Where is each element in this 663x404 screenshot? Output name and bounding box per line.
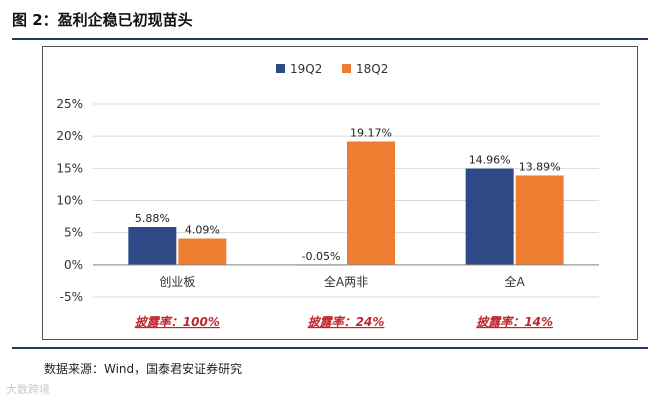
- bar-19Q2-2: [465, 168, 514, 265]
- y-tick-label: 5%: [64, 226, 83, 240]
- bar-18Q2-0: [178, 238, 227, 265]
- annotations: 披露率：100% 披露率：24% 披露率：14%: [135, 315, 553, 329]
- bar-19Q2-0: [128, 227, 177, 265]
- x-tick-label: 全A: [505, 274, 526, 289]
- legend-label: 18Q2: [356, 62, 388, 76]
- y-tick-label: -5%: [60, 290, 83, 304]
- y-tick-label: 10%: [56, 194, 83, 208]
- disclosure-rate-label: 披露率：100%: [135, 315, 220, 329]
- source-note: 数据来源：Wind，国泰君安证券研究: [44, 362, 243, 376]
- legend: 19Q2 18Q2: [276, 62, 388, 76]
- x-tick-label: 创业板: [159, 275, 195, 289]
- x-tick-label: 全A两非: [324, 274, 368, 289]
- chart-frame: 19Q2 18Q2 -5% 0% 5% 10% 15% 20% 25% 5.88% 4.09% -…: [42, 46, 638, 340]
- y-tick-label: 25%: [56, 97, 83, 111]
- legend-swatch: [342, 64, 351, 73]
- y-tick-label: 15%: [56, 161, 83, 175]
- bar-chart: 19Q2 18Q2 -5% 0% 5% 10% 15% 20% 25% 5.88% 4.09% -…: [56, 62, 599, 329]
- legend-label: 19Q2: [290, 62, 322, 76]
- data-label: 5.88%: [135, 212, 170, 225]
- disclosure-rate-label: 披露率：14%: [476, 315, 553, 329]
- watermark: 大数跨境: [6, 383, 50, 396]
- data-label: 14.96%: [469, 154, 511, 167]
- bar-18Q2-2: [515, 175, 564, 265]
- data-label: 19.17%: [350, 127, 392, 140]
- x-axis: 创业板 全A两非 全A: [93, 264, 599, 289]
- disclosure-rate-label: 披露率：24%: [308, 315, 385, 329]
- y-axis: -5% 0% 5% 10% 15% 20% 25%: [56, 97, 83, 304]
- y-tick-label: 0%: [64, 258, 83, 272]
- figure-title: 图 2：盈利企稳已初现苗头: [12, 11, 193, 29]
- y-tick-label: 20%: [56, 129, 83, 143]
- bars: 5.88% 4.09% -0.05% 19.17% 14.96% 13.89%: [128, 127, 564, 266]
- data-label: 4.09%: [185, 224, 220, 237]
- top-rule: [12, 38, 648, 40]
- bar-18Q2-1: [347, 141, 395, 265]
- data-label: 13.89%: [519, 160, 561, 173]
- bottom-rule: [12, 347, 648, 349]
- legend-swatch: [276, 64, 285, 73]
- data-label: -0.05%: [302, 250, 341, 263]
